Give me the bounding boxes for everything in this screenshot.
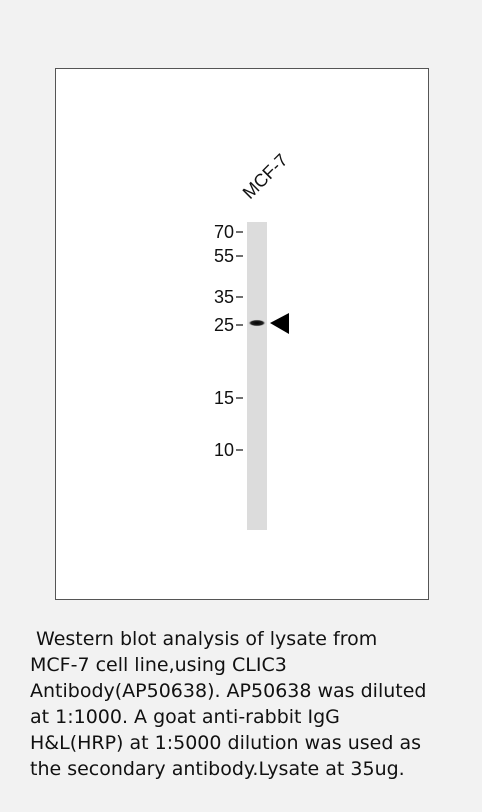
caption-line: H&L(HRP) at 1:5000 dilution was used as [30,730,470,756]
lane-label: MCF-7 [239,150,292,203]
caption-line: MCF-7 cell line,using CLIC3 [30,652,470,678]
caption-line: the secondary antibody.Lysate at 35ug. [30,756,470,782]
blot-image: MCF-7 70 55 35 25 15 10 [0,0,482,612]
page: {"figure": {"lane_label": "MCF-7", "mark… [0,0,482,812]
caption-line: Western blot analysis of lysate from [30,626,470,652]
lane [247,222,267,530]
caption-line: Antibody(AP50638). AP50638 was diluted [30,678,470,704]
band [248,320,266,327]
marker-label: 25 [214,315,234,335]
marker-label: 70 [214,222,234,242]
marker-label: 10 [214,440,234,460]
band-arrow [270,313,289,334]
marker-label: 55 [214,246,234,266]
marker-label: 35 [214,287,234,307]
marker-label: 15 [214,388,234,408]
caption-line: at 1:1000. A goat anti-rabbit IgG [30,704,470,730]
